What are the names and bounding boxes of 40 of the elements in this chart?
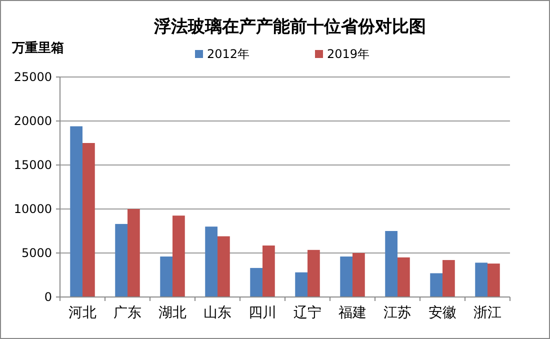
x-tick-label: 安徽 [428, 305, 456, 321]
y-axis-title: 万重里箱 [11, 40, 64, 56]
legend-label: 2019年 [327, 47, 370, 61]
bar [430, 273, 442, 297]
x-tick-label: 江苏 [384, 305, 412, 321]
y-tick-label: 0 [44, 290, 52, 304]
bar [115, 224, 128, 297]
bar [160, 256, 172, 297]
x-tick-label: 辽宁 [294, 305, 322, 321]
bar [82, 143, 95, 297]
x-tick-label: 福建 [338, 305, 366, 321]
legend-label: 2012年 [207, 47, 250, 61]
bar [218, 236, 230, 297]
bar [205, 226, 218, 297]
y-tick-label: 25000 [14, 70, 52, 84]
x-tick-label: 浙江 [474, 305, 502, 321]
bar [475, 262, 488, 297]
bar [308, 250, 320, 297]
bar [442, 260, 455, 297]
y-tick-label: 5000 [21, 246, 52, 260]
bar [250, 268, 262, 297]
bar [128, 209, 140, 297]
bar [488, 264, 500, 297]
bar [295, 272, 308, 297]
y-tick-label: 15000 [14, 158, 52, 172]
chart-title: 浮法玻璃在产产能前十位省份对比图 [153, 17, 426, 37]
bar [398, 257, 410, 297]
x-tick-label: 四川 [248, 305, 276, 321]
x-tick-label: 广东 [114, 305, 142, 321]
bar [340, 256, 352, 297]
y-tick-label: 10000 [14, 202, 52, 216]
bar [352, 253, 365, 297]
bar [262, 246, 275, 297]
bar [172, 216, 185, 297]
bar [385, 231, 398, 297]
x-tick-label: 河北 [68, 305, 96, 321]
y-tick-label: 20000 [14, 114, 52, 128]
x-tick-label: 湖北 [158, 305, 186, 321]
bar [70, 126, 82, 297]
x-tick-label: 山东 [204, 305, 232, 321]
